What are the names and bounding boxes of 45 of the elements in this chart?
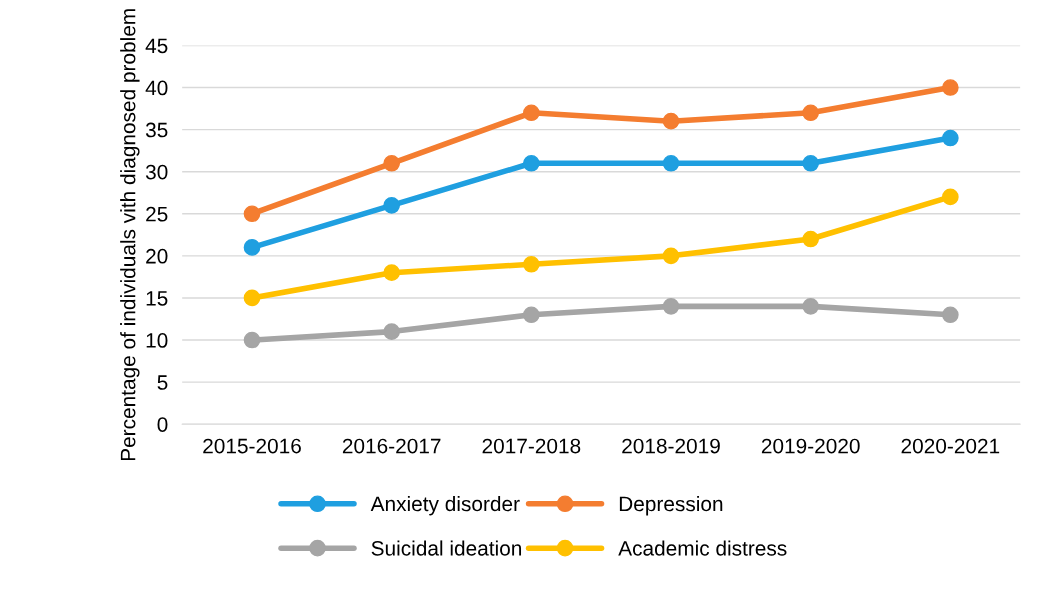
y-tick-label: 20 <box>146 248 168 264</box>
point <box>942 79 959 96</box>
point <box>802 230 820 248</box>
point <box>802 154 820 172</box>
legend-label: Academic distress <box>618 540 787 556</box>
x-tick-label: 2020-2021 <box>901 438 1000 454</box>
point <box>662 112 680 130</box>
point <box>523 306 540 324</box>
y-tick-label: 45 <box>145 38 168 54</box>
point <box>383 264 401 282</box>
y-tick-label: 30 <box>145 164 168 180</box>
point <box>523 104 540 122</box>
x-tick-label: 2015-2016 <box>203 438 301 454</box>
point <box>662 298 680 315</box>
point <box>243 205 261 223</box>
point <box>802 104 820 122</box>
point <box>523 154 540 172</box>
point <box>243 239 261 256</box>
point <box>383 197 401 214</box>
y-tick-label: 0 <box>157 417 168 432</box>
point <box>662 154 680 172</box>
point <box>942 306 959 324</box>
x-tick-label: 2018-2019 <box>622 438 720 454</box>
point <box>523 255 540 273</box>
point <box>383 154 401 172</box>
y-axis-title: Percentage of individuals vith diagnosed problem <box>120 9 140 461</box>
x-tick-label: 2019-2020 <box>761 438 860 454</box>
y-tick-label: 25 <box>146 206 168 222</box>
legend-label: Anxiety disorder <box>370 495 520 516</box>
y-tick-label: 35 <box>145 122 168 138</box>
point <box>942 188 959 206</box>
point <box>383 323 401 340</box>
legend-label: Depression <box>619 495 723 516</box>
point <box>243 331 261 349</box>
y-tick-label: 40 <box>145 80 168 96</box>
y-tick-label: 10 <box>146 333 168 348</box>
y-tick-label: 15 <box>146 291 168 306</box>
x-tick-label: 2017-2018 <box>482 438 581 454</box>
legend-label: Suicidal ideation <box>371 540 522 556</box>
point <box>662 247 680 265</box>
point <box>243 289 261 307</box>
point <box>802 298 820 315</box>
x-tick-label: 2016-2017 <box>342 438 441 454</box>
y-tick-label: 5 <box>157 375 168 390</box>
point <box>942 129 959 147</box>
